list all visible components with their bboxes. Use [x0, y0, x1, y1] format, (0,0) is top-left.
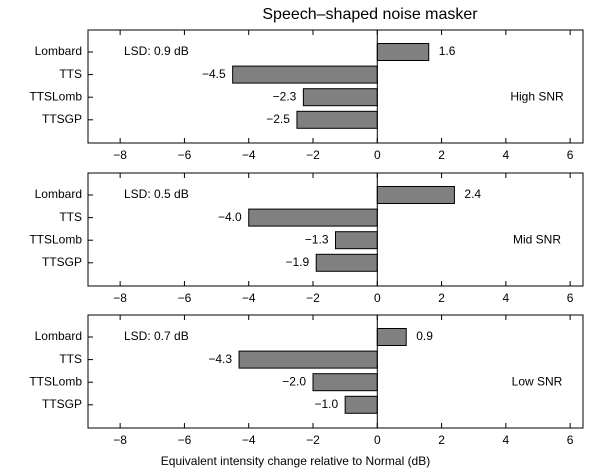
bar [238, 350, 378, 369]
value-label: −4.0 [218, 210, 242, 224]
value-label: −2.3 [273, 89, 297, 103]
bar [232, 65, 378, 84]
x-tick-label: 2 [438, 433, 445, 447]
x-tick-label: −4 [242, 433, 256, 447]
x-tick-label: −2 [306, 148, 320, 162]
panel-frame [87, 172, 584, 287]
x-axis-label: Equivalent intensity change relative to … [161, 454, 430, 468]
x-tick-label: −6 [178, 148, 192, 162]
x-tick-label: −4 [242, 291, 256, 305]
x-tick-label: 2 [438, 291, 445, 305]
x-tick-label: −4 [242, 148, 256, 162]
x-tick-label: 4 [503, 291, 510, 305]
bar [376, 186, 455, 204]
x-tick-label: −8 [113, 291, 127, 305]
bar [335, 231, 378, 250]
condition-label: Mid SNR [513, 232, 561, 246]
y-tick-label: TTSGP [42, 112, 82, 126]
x-tick-label: 6 [567, 148, 574, 162]
bar [302, 88, 378, 107]
value-label: 2.4 [464, 187, 481, 201]
y-tick-label: TTSGP [42, 397, 82, 411]
x-tick-label: 2 [438, 148, 445, 162]
x-tick-label: 0 [374, 291, 381, 305]
x-tick-label: 4 [503, 148, 510, 162]
bar [296, 110, 378, 129]
x-tick-label: 6 [567, 291, 574, 305]
x-tick-label: 0 [374, 433, 381, 447]
y-tick-label: TTSLomb [29, 89, 82, 103]
y-tick-label: TTSGP [42, 255, 82, 269]
x-tick-label: 4 [503, 433, 510, 447]
value-label: −4.3 [208, 352, 232, 366]
y-tick-label: TTS [59, 67, 82, 81]
value-label: −2.5 [266, 112, 290, 126]
bar [344, 395, 378, 414]
value-label: −1.0 [314, 397, 338, 411]
annotation: LSD: 0.7 dB [124, 329, 189, 343]
x-tick-label: −6 [178, 433, 192, 447]
x-tick-label: −2 [306, 291, 320, 305]
bar [315, 253, 378, 272]
x-tick-label: 6 [567, 433, 574, 447]
bar [248, 208, 378, 227]
y-tick-label: TTS [59, 352, 82, 366]
value-label: 0.9 [416, 329, 433, 343]
annotation: LSD: 0.5 dB [124, 187, 189, 201]
value-label: 1.6 [439, 44, 456, 58]
x-tick-label: −6 [178, 291, 192, 305]
x-tick-label: 0 [374, 148, 381, 162]
condition-label: High SNR [510, 89, 564, 103]
x-tick-label: −8 [113, 148, 127, 162]
y-tick-label: Lombard [35, 44, 82, 58]
value-label: −1.9 [286, 255, 310, 269]
y-tick-label: Lombard [35, 187, 82, 201]
bar [376, 43, 430, 61]
annotation: LSD: 0.9 dB [124, 44, 189, 58]
chart-title: Speech–shaped noise masker [262, 6, 478, 23]
y-tick-label: TTSLomb [29, 232, 82, 246]
value-label: −2.0 [282, 374, 306, 388]
y-tick-label: Lombard [35, 329, 82, 343]
y-tick-label: TTS [59, 210, 82, 224]
bar [376, 328, 407, 346]
panel-frame [87, 29, 584, 144]
x-tick-label: −2 [306, 433, 320, 447]
value-label: −1.3 [305, 232, 329, 246]
value-label: −4.5 [202, 67, 226, 81]
bar [312, 373, 378, 392]
panel-frame [87, 314, 584, 429]
y-tick-label: TTSLomb [29, 374, 82, 388]
condition-label: Low SNR [512, 374, 563, 388]
x-tick-label: −8 [113, 433, 127, 447]
